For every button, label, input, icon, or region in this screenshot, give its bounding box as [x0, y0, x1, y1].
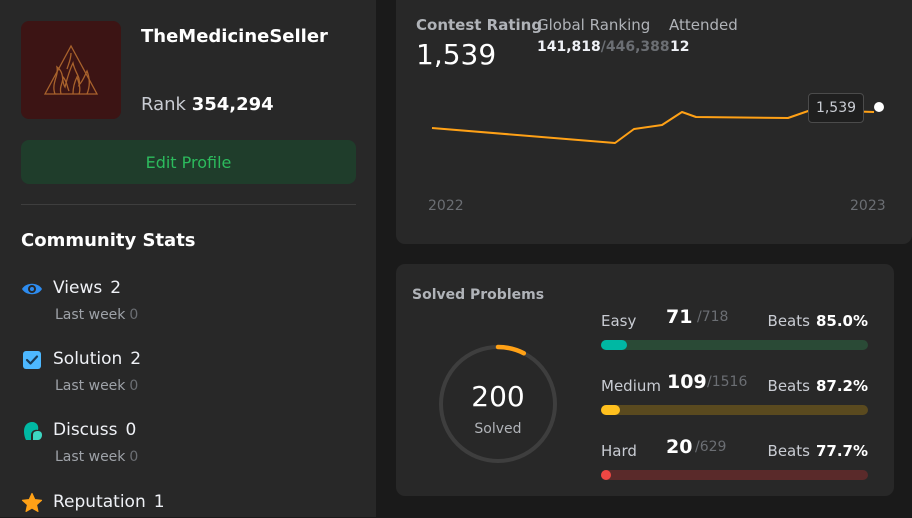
stat-label: Views	[53, 278, 103, 298]
global-total: /446,388	[600, 39, 670, 55]
progress-track	[601, 470, 868, 480]
contest-rating-card: Contest Rating 1,539 Global Ranking 141,…	[396, 0, 912, 244]
attended-value: 12	[670, 39, 690, 55]
avatar[interactable]	[21, 21, 121, 119]
stat-discuss-label: Discuss 0	[53, 420, 136, 440]
star-icon	[21, 492, 43, 514]
global-ranking-value: 141,818/446,388	[537, 39, 670, 55]
stat-value: 2	[110, 278, 122, 298]
solved-total: 200	[471, 380, 525, 413]
beats-text: Beats 85.0%	[768, 312, 868, 330]
difficulty-easy: Easy 71 /718 Beats 85.0%	[601, 306, 868, 352]
beats-value: 77.7%	[815, 442, 868, 460]
stat-discuss-sub: Last week 0	[55, 449, 138, 465]
difficulty-total: /629	[695, 439, 727, 455]
year-start: 2022	[428, 198, 464, 214]
flame-logo-icon	[43, 44, 99, 95]
username: TheMedicineSeller	[141, 26, 328, 47]
beats-label: Beats	[767, 312, 810, 330]
progress-track	[601, 340, 868, 350]
stat-label: Solution	[53, 349, 123, 369]
sub-label: Last week	[55, 307, 126, 323]
divider	[21, 204, 356, 205]
edit-profile-button[interactable]: Edit Profile	[21, 140, 356, 184]
stat-value: 0	[125, 420, 137, 440]
difficulty-medium: Medium 109 /1516 Beats 87.2%	[601, 371, 868, 417]
difficulty-name: Easy	[601, 312, 637, 330]
rank-text: Rank 354,294	[141, 94, 274, 115]
sub-value: 0	[129, 378, 139, 394]
difficulty-hard: Hard 20 /629 Beats 77.7%	[601, 436, 868, 482]
eye-icon	[21, 278, 43, 300]
rating-point	[874, 102, 884, 112]
stat-value: 1	[153, 492, 165, 512]
stat-label: Reputation	[53, 492, 146, 512]
difficulty-count: 71	[666, 306, 693, 328]
progress-track	[601, 405, 868, 415]
difficulty-name: Medium	[601, 377, 661, 395]
beats-value: 85.0%	[815, 312, 868, 330]
profile-sidebar: TheMedicineSeller Rank 354,294 Edit Prof…	[0, 0, 376, 517]
difficulty-count: 20	[666, 436, 693, 458]
beats-value: 87.2%	[815, 377, 868, 395]
stat-solution-sub: Last week 0	[55, 378, 138, 394]
rating-tooltip: 1,539	[808, 93, 864, 123]
beats-label: Beats	[767, 442, 810, 460]
solved-title: Solved Problems	[412, 287, 545, 303]
progress-fill	[601, 470, 611, 480]
global-rank: 141,818	[537, 39, 601, 55]
stat-label: Discuss	[53, 420, 118, 440]
rank-value: 354,294	[191, 94, 274, 115]
stat-views-sub: Last week 0	[55, 307, 138, 323]
attended-label: Attended	[669, 16, 738, 34]
beats-label: Beats	[767, 377, 810, 395]
global-ranking-label: Global Ranking	[537, 16, 651, 34]
rank-label: Rank	[141, 94, 186, 115]
difficulty-count: 109	[667, 371, 707, 393]
sub-label: Last week	[55, 378, 126, 394]
contest-rating-label: Contest Rating	[416, 16, 543, 34]
beats-text: Beats 77.7%	[768, 442, 868, 460]
sub-label: Last week	[55, 449, 126, 465]
progress-fill	[601, 405, 620, 415]
rating-line	[431, 109, 875, 144]
contest-rating-value: 1,539	[416, 38, 497, 71]
stat-value: 2	[130, 349, 142, 369]
rating-line-chart[interactable]	[396, 0, 912, 244]
progress-fill	[601, 340, 627, 350]
difficulty-total: /1516	[707, 374, 748, 390]
year-end: 2023	[850, 198, 886, 214]
sub-value: 0	[129, 449, 139, 465]
checkbox-icon	[21, 349, 43, 371]
difficulty-total: /718	[697, 309, 729, 325]
community-stats-title: Community Stats	[21, 230, 196, 251]
beats-text: Beats 87.2%	[768, 377, 868, 395]
sub-value: 0	[129, 307, 139, 323]
difficulty-name: Hard	[601, 442, 637, 460]
solved-total-label: Solved	[474, 421, 522, 437]
stat-views-label: Views 2	[53, 278, 121, 298]
ring-progress	[495, 344, 527, 356]
stat-reputation-label: Reputation 1	[53, 492, 165, 512]
solved-problems-card: Solved Problems 200 Solved Easy 71 /718 …	[396, 264, 894, 496]
chat-bubble-icon	[21, 420, 43, 442]
stat-solution-label: Solution 2	[53, 349, 141, 369]
solved-ring[interactable]	[436, 342, 560, 466]
